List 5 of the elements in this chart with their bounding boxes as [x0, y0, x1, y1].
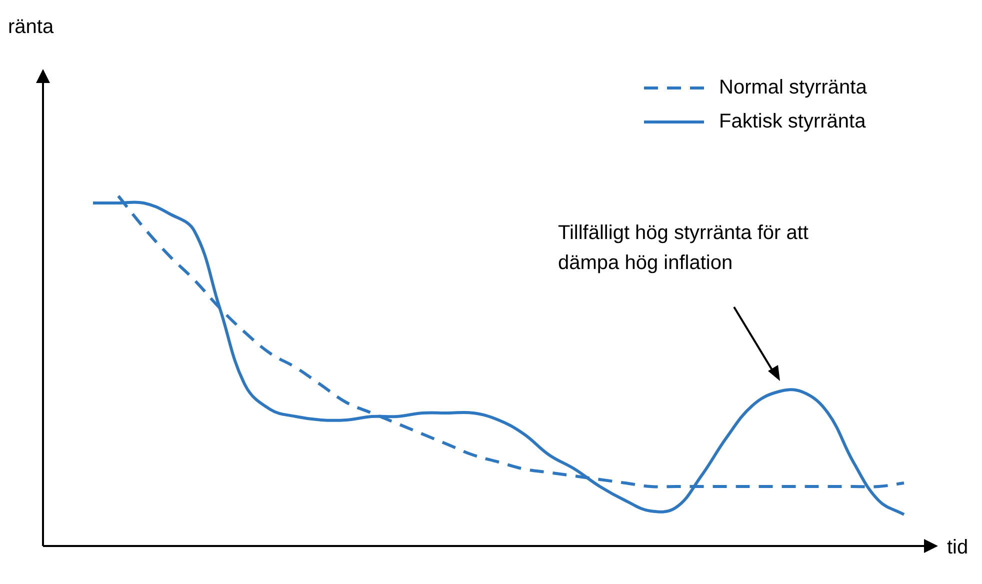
annotation: Tillfälligt hög styrränta för att dämpa hög inflation: [558, 221, 810, 276]
x-axis-title: tid: [947, 536, 968, 559]
text: ränta: [8, 16, 54, 39]
legend-label: Faktisk styrränta: [719, 110, 867, 133]
legend-label: Normal styrränta: [719, 76, 868, 99]
